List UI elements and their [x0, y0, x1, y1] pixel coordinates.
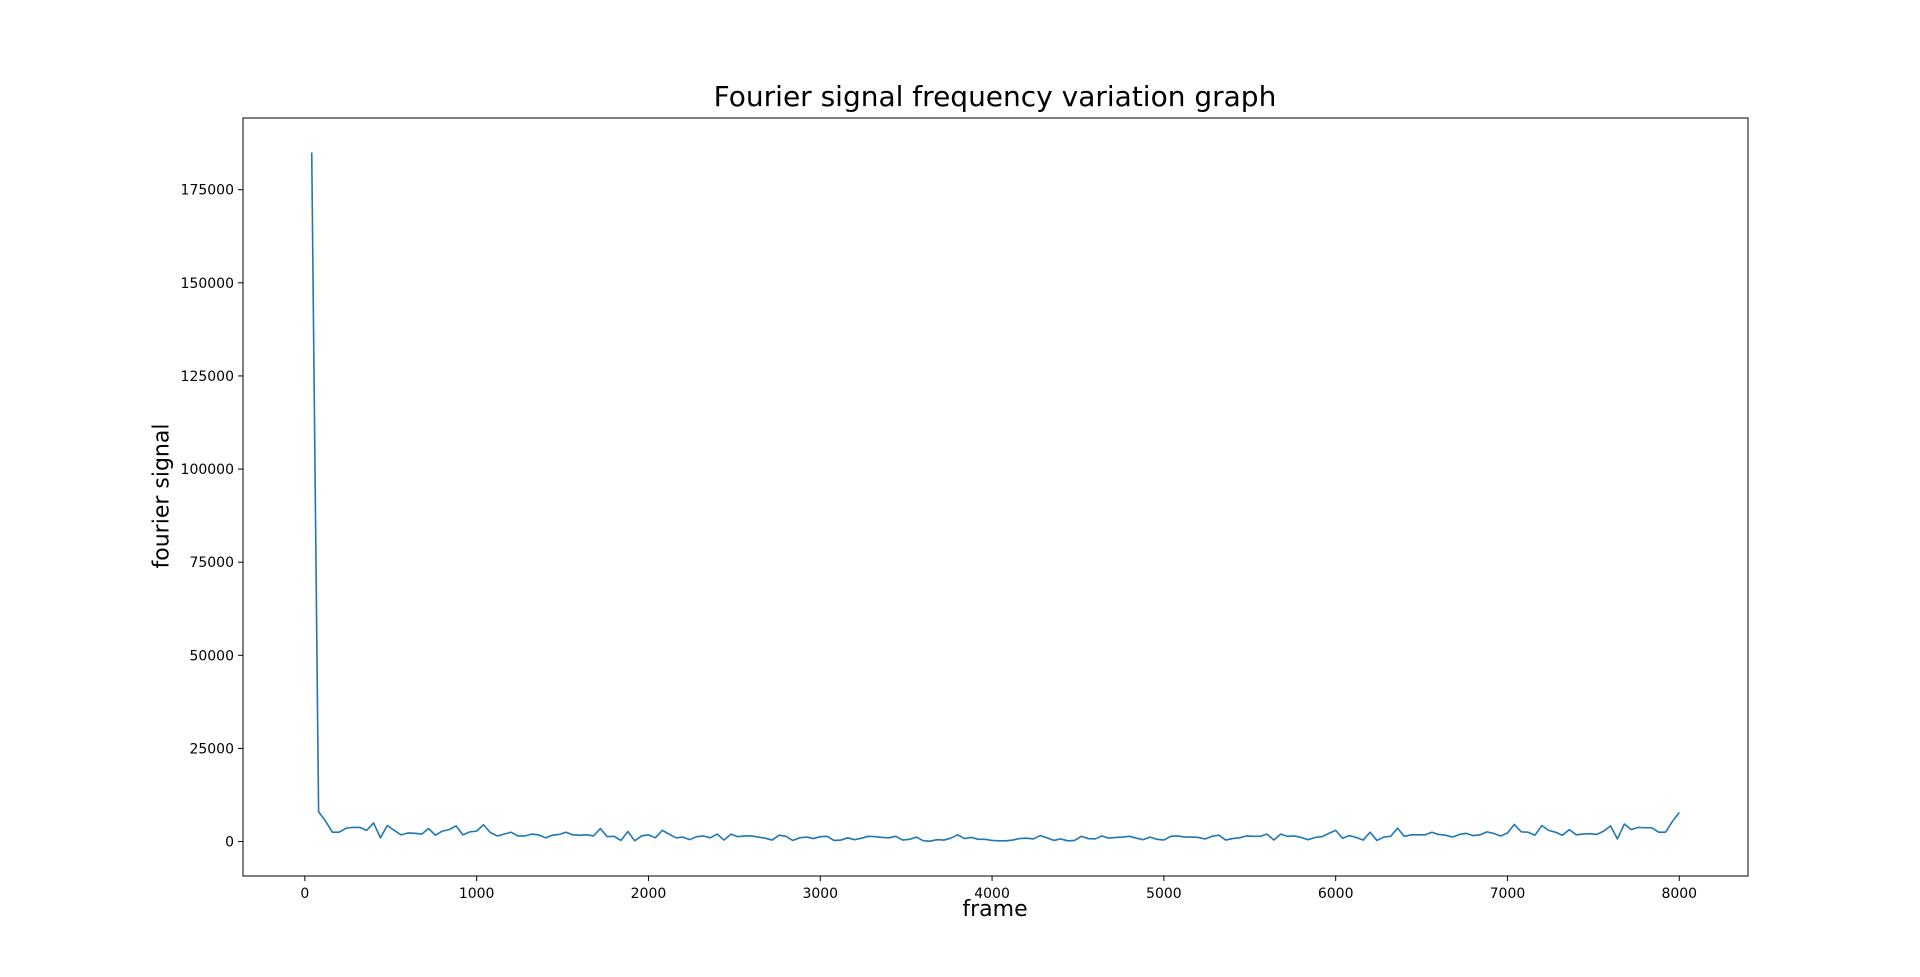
x-tick-label: 6000: [1318, 886, 1354, 902]
x-tick-label: 3000: [802, 886, 838, 902]
x-tick-label: 5000: [1146, 886, 1182, 902]
y-tick-label: 25000: [189, 741, 234, 757]
x-tick-label: 1000: [459, 886, 495, 902]
x-tick-label: 8000: [1661, 886, 1697, 902]
x-tick-label: 0: [300, 886, 309, 902]
y-tick-label: 150000: [181, 276, 234, 292]
x-tick-label: 2000: [631, 886, 667, 902]
y-tick-label: 125000: [181, 369, 234, 385]
plot-frame: [242, 117, 1749, 877]
series-line: [310, 152, 1680, 842]
y-axis-label: fourier signal: [149, 423, 175, 569]
x-axis-label: frame: [962, 897, 1028, 922]
y-tick-label: 75000: [189, 555, 234, 571]
x-tick-label: 7000: [1490, 886, 1526, 902]
chart-title: Fourier signal frequency variation graph: [713, 80, 1277, 113]
y-tick-label: 175000: [181, 183, 234, 199]
y-tick-label: 100000: [181, 462, 234, 478]
y-tick-label: 50000: [189, 648, 234, 664]
y-tick-label: 0: [225, 835, 234, 851]
x-tick-label: 4000: [974, 886, 1010, 902]
